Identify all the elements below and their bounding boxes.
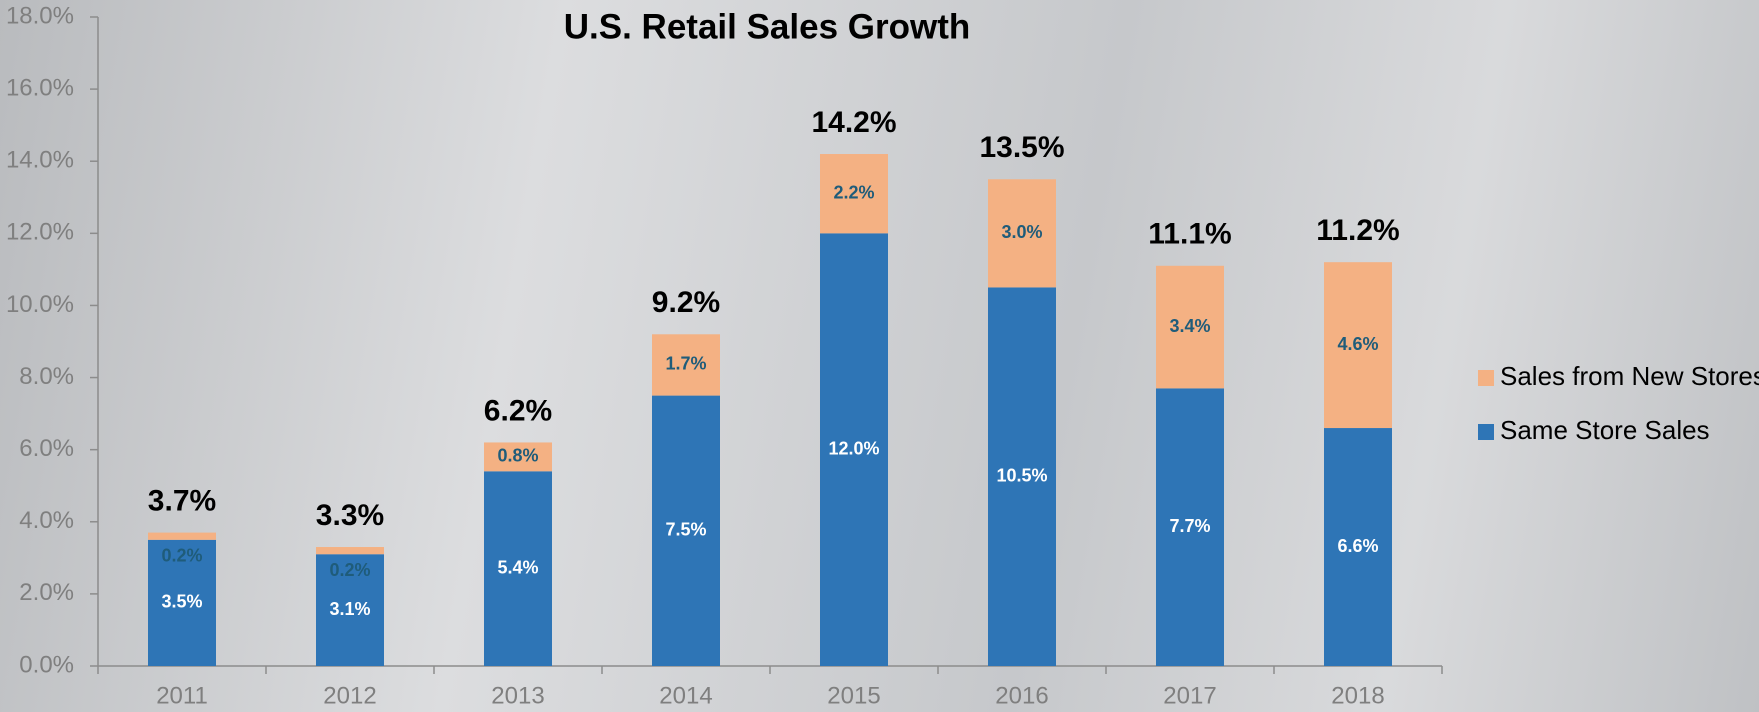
x-tick-label: 2015 [827, 682, 880, 709]
y-tick-label: 8.0% [19, 363, 74, 390]
bar-segment [1156, 265, 1224, 389]
data-label: 7.5% [665, 520, 706, 540]
x-tick-label: 2011 [156, 682, 208, 709]
x-tick-label: 2018 [1331, 682, 1384, 709]
y-tick-label: 16.0% [6, 74, 74, 101]
total-label: 11.2% [1316, 214, 1399, 247]
bar-segment [484, 442, 552, 472]
chart-title: U.S. Retail Sales Growth [564, 7, 971, 46]
total-label: 3.3% [316, 499, 384, 532]
data-label: 6.6% [1337, 536, 1378, 556]
y-tick-label: 2.0% [19, 579, 74, 606]
data-label: 0.2% [329, 560, 370, 580]
bar-segment [652, 334, 720, 396]
x-tick-label: 2014 [659, 682, 712, 709]
bar-segment [1156, 388, 1224, 666]
bar-segment [988, 179, 1056, 288]
y-tick-label: 12.0% [6, 219, 74, 246]
y-tick-label: 6.0% [19, 435, 74, 462]
bar-segment [820, 154, 888, 234]
bar-segment [148, 539, 216, 666]
total-label: 9.2% [652, 286, 720, 319]
data-label: 3.0% [1001, 222, 1042, 242]
total-label: 6.2% [484, 394, 552, 427]
x-tick-label: 2017 [1163, 682, 1216, 709]
data-label: 7.7% [1169, 516, 1210, 536]
data-label: 3.4% [1169, 316, 1210, 336]
data-label: 5.4% [497, 557, 538, 577]
data-label: 3.5% [161, 592, 202, 612]
data-label: 2.2% [833, 182, 874, 202]
bar-segment [652, 395, 720, 666]
y-tick-label: 10.0% [6, 291, 74, 318]
data-label: 0.8% [497, 446, 538, 466]
bar-segment [316, 547, 384, 555]
x-tick-label: 2012 [323, 682, 376, 709]
y-tick-label: 14.0% [6, 147, 74, 174]
bar-segment [316, 554, 384, 666]
total-label: 11.1% [1148, 218, 1231, 251]
data-label: 1.7% [665, 354, 706, 374]
data-label: 0.2% [161, 545, 202, 565]
bar-segment [1324, 262, 1392, 429]
x-tick-label: 2013 [491, 682, 544, 709]
data-label: 12.0% [828, 438, 879, 458]
bar-segment [820, 233, 888, 667]
data-label: 3.1% [329, 599, 370, 619]
legend-swatch [1478, 370, 1494, 386]
y-tick-label: 0.0% [19, 651, 74, 678]
data-label: 4.6% [1337, 334, 1378, 354]
bar-segment [1324, 428, 1392, 666]
legend-swatch [1478, 424, 1494, 440]
bar-segment [988, 287, 1056, 666]
total-label: 13.5% [979, 131, 1064, 164]
bar-segment [484, 471, 552, 666]
x-tick-label: 2016 [995, 682, 1048, 709]
legend-label: Sales from New Stores [1500, 361, 1759, 391]
legend-label: Same Store Sales [1500, 415, 1710, 445]
total-label: 3.7% [148, 485, 216, 518]
y-tick-label: 18.0% [6, 2, 74, 29]
bar-segment [148, 532, 216, 540]
data-label: 10.5% [996, 465, 1047, 485]
total-label: 14.2% [811, 106, 896, 139]
y-tick-label: 4.0% [19, 507, 74, 534]
